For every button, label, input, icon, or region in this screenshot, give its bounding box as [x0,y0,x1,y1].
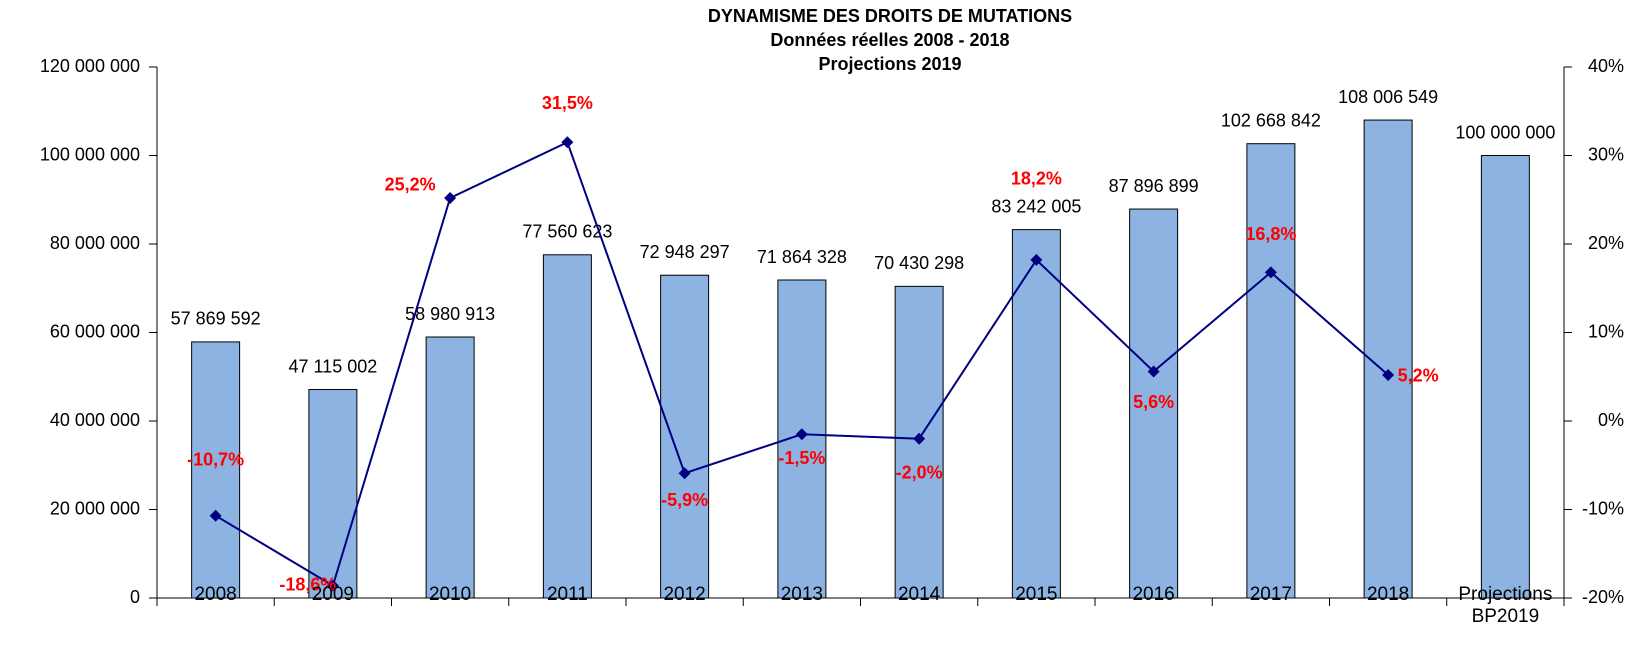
x-tick-label: 2018 [1366,584,1410,605]
x-tick-label: Projections BP2019 [1458,584,1553,627]
line-marker [913,432,926,445]
bar [542,254,592,599]
bar-value-label: 47 115 002 [288,356,377,376]
x-tick-label: 2016 [1132,584,1175,605]
bar-value-label: 100 000 000 [1455,122,1555,142]
x-tick-label: 2010 [428,584,472,605]
line-value-label: 5,6% [1133,392,1174,412]
bar [1363,119,1413,599]
y2-tick-label: 20% [1588,233,1624,253]
y-tick-label: 40 000 000 [50,410,140,430]
bar-value-label: 71 864 328 [757,247,847,267]
bar-value-label: 83 242 005 [991,196,1081,216]
y2-tick-label: 0% [1598,410,1624,430]
line-value-label: 5,2% [1398,366,1439,386]
bar-value-label: 70 430 298 [874,253,964,273]
bar-value-label: 77 560 623 [522,222,612,242]
y2-tick-label: -20% [1582,587,1624,607]
line-marker [1030,253,1043,266]
y2-tick-label: -10% [1582,498,1624,518]
x-tick-label: 2017 [1249,584,1293,605]
chart-subtitle: Données réelles 2008 - 2018 [770,30,1009,50]
line-value-label: 18,2% [1011,169,1062,189]
bar [1011,229,1061,599]
bar [1246,143,1296,599]
line-marker [326,579,339,592]
chart-subtitle: Projections 2019 [818,54,961,74]
line-marker [678,467,691,480]
bar [660,274,710,599]
y-tick-label: 100 000 000 [40,144,140,164]
chart-title: DYNAMISME DES DROITS DE MUTATIONS [708,6,1072,26]
line-marker [795,428,808,441]
x-tick-label: 2015 [1015,584,1058,605]
y-tick-label: 60 000 000 [50,321,140,341]
x-tick-label: 2012 [663,584,706,605]
bar-value-label: 58 980 913 [405,304,495,324]
y2-tick-label: 10% [1588,321,1624,341]
y-tick-label: 20 000 000 [50,498,140,518]
x-tick-label: 2014 [897,584,941,605]
line-value-label: -2,0% [896,462,943,482]
bar [308,389,358,599]
x-tick-label: 2013 [780,584,824,605]
bar-value-label: 108 006 549 [1338,87,1438,107]
line-value-label: -18,6% [279,574,336,594]
line-value-label: -10,7% [187,449,244,469]
bar [1129,208,1179,599]
line-marker [1264,266,1277,279]
line-value-label: -5,9% [661,490,708,510]
y-tick-label: 80 000 000 [50,233,140,253]
bar-value-label: 57 869 592 [171,309,261,329]
x-tick-label: 2011 [546,584,588,605]
line-value-label: -1,5% [778,448,825,468]
y-tick-label: 120 000 000 [40,56,140,76]
line-marker [209,509,222,522]
y-tick-label: 0 [130,587,140,607]
line-marker [1147,365,1160,378]
bar [191,341,241,599]
bar [425,336,475,599]
line-value-label: 16,8% [1245,224,1296,244]
line-marker [444,191,457,204]
y2-tick-label: 30% [1588,144,1624,164]
x-tick-label: 2008 [194,584,237,605]
bar-value-label: 87 896 899 [1109,176,1199,196]
line-marker [561,136,574,149]
line-value-label: 25,2% [385,175,436,195]
x-tick-label: 2009 [311,584,355,605]
line-marker [1382,368,1395,381]
y2-tick-label: 40% [1588,56,1624,76]
bar [1480,155,1530,599]
bar-value-label: 102 668 842 [1221,110,1321,130]
bar-value-label: 72 948 297 [640,242,730,262]
line-value-label: 31,5% [542,93,593,113]
